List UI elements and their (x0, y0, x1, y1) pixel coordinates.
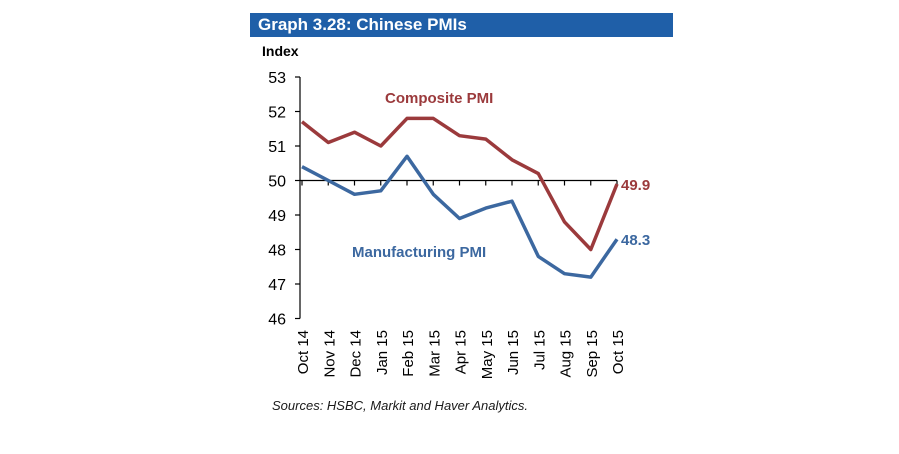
x-tick-label: Oct 15 (610, 330, 627, 374)
series-lines: 49.9 48.3 (300, 116, 650, 279)
x-tick-label: Jun 15 (505, 330, 522, 375)
y-axis-title: Index (262, 43, 299, 59)
x-tick-label: Dec 14 (348, 330, 365, 378)
x-tick-label: Jul 15 (531, 330, 548, 370)
y-axis: 46 47 48 49 50 51 52 53 (268, 70, 301, 329)
composite-pmi-label: Composite PMI (385, 90, 493, 107)
manufacturing-end-label: 48.3 (621, 232, 650, 249)
x-tick-label: Apr 15 (453, 330, 470, 374)
chart-title: Graph 3.28: Chinese PMIs (250, 13, 673, 37)
x-tick-label: Aug 15 (558, 330, 575, 378)
sources-note: Sources: HSBC, Markit and Haver Analytic… (272, 398, 528, 413)
y-tick-label: 49 (268, 208, 286, 225)
x-tick-label: Jan 15 (374, 330, 391, 375)
x-tick-label: Feb 15 (400, 330, 417, 377)
manufacturing-pmi-label: Manufacturing PMI (352, 244, 486, 261)
y-tick-label: 46 (268, 312, 286, 329)
y-tick-label: 53 (268, 70, 286, 87)
composite-end-label: 49.9 (621, 177, 650, 194)
y-tick-label: 52 (268, 105, 286, 122)
x-tick-label: May 15 (479, 330, 496, 379)
x-tick-label: Mar 15 (426, 330, 443, 377)
y-tick-label: 47 (268, 277, 286, 294)
y-tick-label: 51 (268, 139, 286, 156)
x-tick-label: Sep 15 (584, 330, 601, 378)
x-axis: Oct 14 Nov 14 Dec 14 Jan 15 Feb 15 Mar 15 Apr … (295, 179, 627, 379)
y-tick-label: 50 (268, 174, 286, 191)
y-tick-label: 48 (268, 243, 286, 260)
x-tick-label: Nov 14 (321, 330, 338, 378)
x-tick-label: Oct 14 (295, 330, 312, 374)
